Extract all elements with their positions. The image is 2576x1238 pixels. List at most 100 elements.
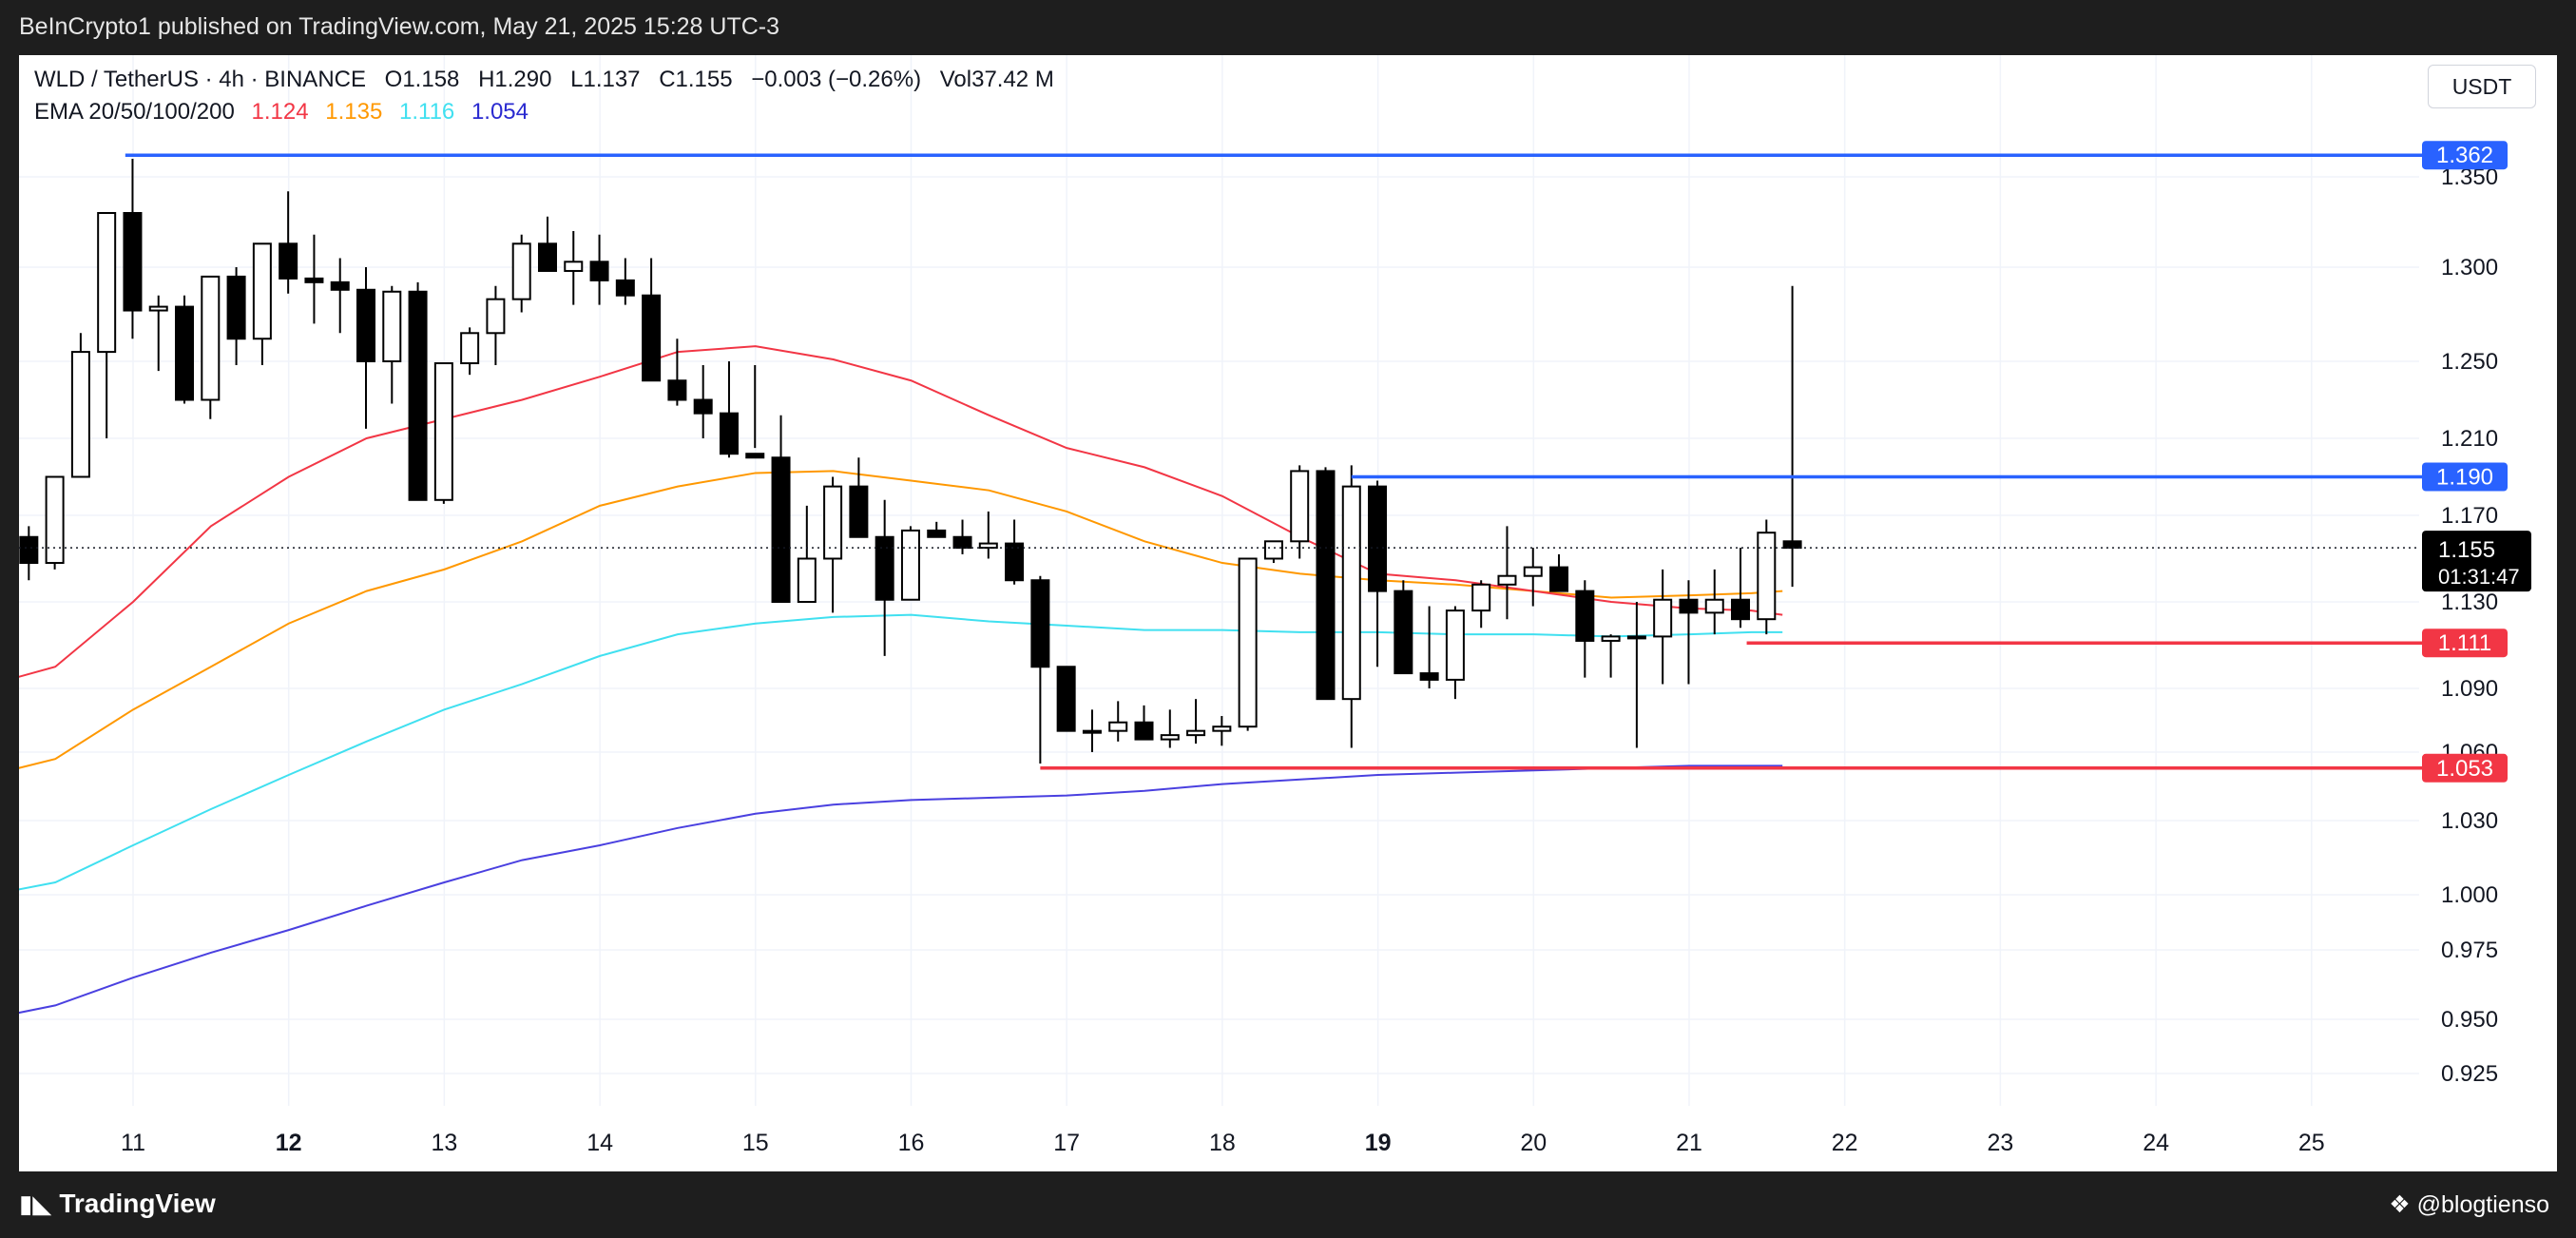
candle-down: [1679, 598, 1699, 614]
candle-up: [1757, 532, 1777, 621]
candle-up: [1445, 609, 1465, 681]
x-tick-label: 12: [276, 1130, 302, 1156]
candle-down: [1056, 666, 1076, 732]
candle-up: [45, 475, 65, 565]
candle-up: [252, 242, 272, 340]
candle-up: [148, 305, 168, 312]
ema-legend: EMA 20/50/100/200 1.124 1.135 1.116 1.05…: [34, 99, 531, 126]
candle-up: [1186, 729, 1206, 737]
candle-down: [279, 242, 298, 280]
y-tick-label: 1.030: [2441, 808, 2498, 834]
grid-lines: [19, 55, 2419, 1106]
candle-up: [564, 261, 584, 272]
author-credit: ❖ @blogtienso: [2389, 1190, 2549, 1219]
candle-down: [771, 456, 791, 603]
candle-up: [823, 485, 843, 560]
close-value: C1.155: [659, 67, 733, 92]
chart-area[interactable]: 0.925 0.950 0.975 1.000 1.030 1.060 1.090 1.130…: [19, 55, 2557, 1171]
ohlc-legend: WLD / TetherUS · 4h · BINANCE O1.158 H1.…: [34, 67, 1057, 93]
candle-up: [433, 362, 453, 501]
candle-up: [1704, 598, 1724, 614]
candle-down: [952, 535, 972, 550]
candle-down: [537, 242, 557, 272]
ema-label[interactable]: EMA 20/50/100/200: [34, 99, 235, 125]
candles: [19, 159, 1802, 764]
y-tick-label: 1.300: [2441, 255, 2498, 280]
x-tick-label: 21: [1676, 1130, 1702, 1156]
x-tick-label: 25: [2298, 1130, 2325, 1156]
ema100-value: 1.116: [398, 99, 455, 125]
x-tick-label: 19: [1365, 1130, 1392, 1156]
candle-down: [1549, 566, 1569, 592]
x-tick-label: 15: [742, 1130, 769, 1156]
candle-down: [745, 453, 765, 459]
candle-down: [330, 280, 350, 291]
candle-up: [97, 212, 117, 354]
candle-down: [19, 535, 39, 565]
candle-down: [875, 535, 894, 601]
ema100-line: [19, 613, 1783, 891]
y-tick-label: 1.170: [2441, 503, 2498, 529]
candle-up: [1082, 729, 1102, 734]
level-label: 1.111: [2438, 630, 2492, 656]
candle-up: [900, 529, 920, 601]
candle-down: [226, 275, 246, 340]
candle-down: [1134, 721, 1154, 741]
tradingview-logo[interactable]: ▮◣ TradingView: [19, 1189, 216, 1219]
candle-down: [1368, 485, 1388, 592]
currency-button[interactable]: USDT: [2428, 65, 2536, 108]
ema20-value: 1.124: [251, 99, 309, 125]
y-tick-label: 0.950: [2441, 1007, 2498, 1033]
candle-up: [1523, 566, 1543, 577]
symbol-label[interactable]: WLD / TetherUS · 4h · BINANCE: [34, 67, 366, 92]
publisher-line: BeInCrypto1 published on TradingView.com…: [19, 13, 779, 40]
candle-up: [70, 351, 90, 478]
candle-up: [1263, 540, 1283, 560]
resistance-price-tag: [2422, 141, 2508, 170]
y-tick-label: 1.090: [2441, 676, 2498, 702]
x-tick-label: 23: [1987, 1130, 2013, 1156]
candle-up: [382, 290, 402, 363]
candle-up: [1290, 470, 1310, 543]
candle-up: [1238, 557, 1258, 728]
x-tick-label: 20: [1520, 1130, 1547, 1156]
x-tick-label: 14: [586, 1130, 613, 1156]
candle-down: [719, 412, 739, 455]
candle-down: [408, 290, 428, 501]
candle-up: [1601, 635, 1621, 642]
x-tick-label: 13: [431, 1130, 457, 1156]
candle-down: [1575, 590, 1595, 642]
level-label: 1.053: [2436, 756, 2493, 782]
ema20-line: [19, 345, 1783, 678]
level-label: 1.362: [2436, 143, 2493, 168]
y-tick-label: 0.975: [2441, 938, 2498, 963]
y-tick-label: 1.000: [2441, 882, 2498, 908]
candle-down: [356, 288, 376, 362]
high-value: H1.290: [478, 67, 552, 92]
last-price-label: 1.155: [2438, 537, 2495, 563]
candle-down: [1782, 540, 1802, 550]
candle-up: [1160, 734, 1180, 741]
candle-down: [693, 398, 713, 415]
change-value: −0.003 (−0.26%): [751, 67, 922, 92]
candle-up: [1497, 574, 1517, 586]
candle-up: [1212, 725, 1232, 732]
resistance-price-tag: [2422, 462, 2508, 492]
candle-down: [667, 379, 687, 401]
candle-up: [1341, 485, 1361, 701]
x-tick-label: 16: [898, 1130, 925, 1156]
low-value: L1.137: [570, 67, 641, 92]
author-icon: ❖: [2389, 1191, 2411, 1218]
candle-down: [304, 277, 324, 283]
candlestick-chart[interactable]: 0.9250.9500.9751.0001.0301.0601.0901.130…: [19, 55, 2557, 1171]
candle-down: [175, 305, 195, 401]
candle-up: [1626, 635, 1646, 640]
x-tick-label: 22: [1832, 1130, 1858, 1156]
y-tick-label: 1.130: [2441, 590, 2498, 615]
candle-up: [201, 275, 221, 401]
candle-up: [1108, 721, 1128, 732]
tradingview-logo-icon: ▮◣: [19, 1190, 52, 1218]
x-axis: 11 12 13 14 15 16 17 18 19 20 21 22 23 24 25: [121, 1130, 2325, 1156]
footer-bar: ▮◣ TradingView ❖ @blogtienso: [0, 1171, 2576, 1238]
x-tick-label: 24: [2143, 1130, 2169, 1156]
